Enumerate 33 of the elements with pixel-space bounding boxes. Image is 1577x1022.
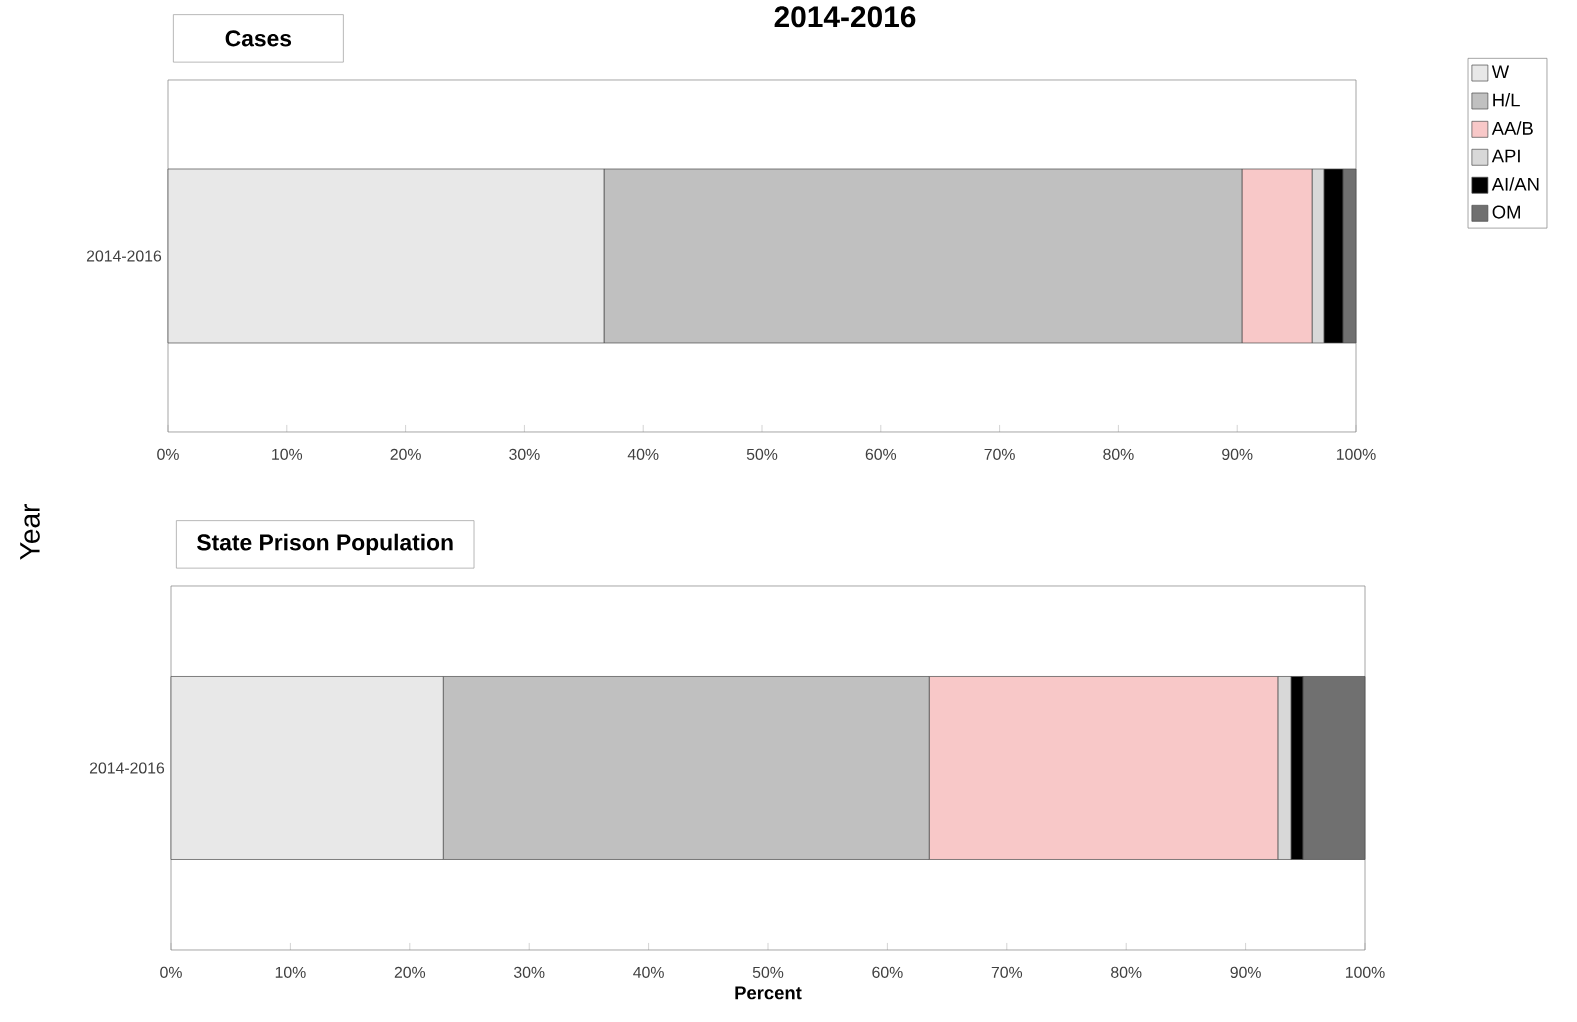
x-tick-label: 60% (865, 448, 897, 460)
x-tick-label: 10% (272, 448, 303, 460)
chart-subtitle: State Prison Population (197, 533, 453, 556)
x-tick-label: 80% (1103, 448, 1134, 460)
x-tick-label: 100% (1336, 448, 1376, 460)
x-tick-label: 60% (872, 966, 903, 978)
x-tick-label: 80% (1111, 966, 1142, 978)
x-tick-label: 90% (1222, 448, 1253, 460)
chart-subtitle: Cases (225, 30, 292, 47)
x-tick-label: 20% (390, 448, 421, 460)
legend-label: AA/B (1491, 121, 1533, 135)
x-tick-label: 10% (275, 966, 306, 978)
x-tick-label: 30% (509, 448, 540, 460)
legend-label: AI/AN (1491, 177, 1539, 191)
legend-label: OM (1492, 205, 1520, 219)
x-tick-label: 0% (157, 448, 179, 460)
chart-title: 2014-2016 (774, 6, 916, 28)
legend-label: H/L (1493, 93, 1520, 107)
x-tick-label: 90% (1230, 966, 1261, 978)
x-tick-label: 0% (160, 966, 182, 978)
x-tick-label: 70% (984, 448, 1015, 460)
x-axis-title: Percent (735, 986, 802, 1000)
x-tick-label: 30% (513, 966, 545, 978)
x-tick-label: 50% (752, 966, 784, 978)
legend-label: W (1491, 65, 1510, 79)
x-tick-label: 40% (627, 448, 659, 460)
x-tick-label: 50% (746, 448, 778, 460)
x-tick-label: 100% (1345, 966, 1385, 978)
legend-label: API (1491, 149, 1520, 163)
x-tick-label: 70% (991, 966, 1023, 978)
x-tick-label: 20% (394, 966, 426, 978)
y-axis-title: Year (20, 504, 40, 560)
x-tick-label: 40% (633, 966, 664, 978)
